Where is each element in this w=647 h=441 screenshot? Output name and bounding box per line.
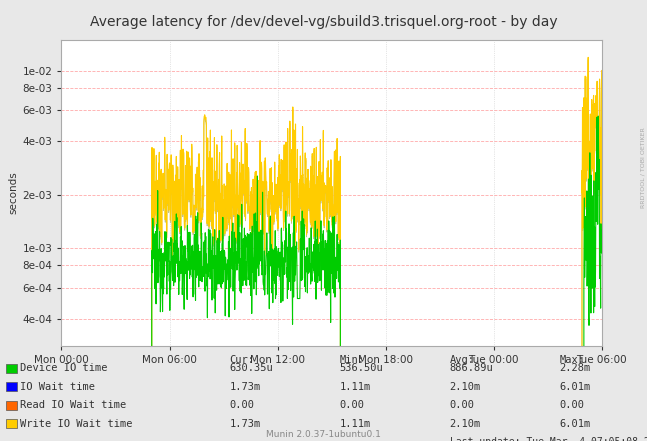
Text: 886.89u: 886.89u xyxy=(450,363,494,373)
Text: Device IO time: Device IO time xyxy=(20,363,107,373)
Text: 630.35u: 630.35u xyxy=(230,363,274,373)
Text: 6.01m: 6.01m xyxy=(560,419,591,429)
Text: Avg:: Avg: xyxy=(450,355,475,365)
Text: 6.01m: 6.01m xyxy=(560,382,591,392)
Text: IO Wait time: IO Wait time xyxy=(20,382,95,392)
Text: 1.73m: 1.73m xyxy=(230,419,261,429)
Y-axis label: seconds: seconds xyxy=(8,172,18,214)
Text: Cur:: Cur: xyxy=(230,355,255,365)
Text: 1.11m: 1.11m xyxy=(340,419,371,429)
Text: 0.00: 0.00 xyxy=(560,400,585,410)
Text: 2.10m: 2.10m xyxy=(450,419,481,429)
Text: 1.73m: 1.73m xyxy=(230,382,261,392)
Text: 0.00: 0.00 xyxy=(230,400,255,410)
Text: Last update: Tue Mar  4 07:05:08 2025: Last update: Tue Mar 4 07:05:08 2025 xyxy=(450,437,647,441)
Text: 0.00: 0.00 xyxy=(450,400,475,410)
Text: 536.50u: 536.50u xyxy=(340,363,384,373)
Text: RRDTOOL / TOBI OETIKER: RRDTOOL / TOBI OETIKER xyxy=(641,127,646,208)
Text: 0.00: 0.00 xyxy=(340,400,365,410)
Text: Min:: Min: xyxy=(340,355,365,365)
Text: 1.11m: 1.11m xyxy=(340,382,371,392)
Text: Max:: Max: xyxy=(560,355,585,365)
Text: 2.10m: 2.10m xyxy=(450,382,481,392)
Text: Average latency for /dev/devel-vg/sbuild3.trisquel.org-root - by day: Average latency for /dev/devel-vg/sbuild… xyxy=(90,15,557,30)
Text: Write IO Wait time: Write IO Wait time xyxy=(20,419,133,429)
Text: 2.28m: 2.28m xyxy=(560,363,591,373)
Text: Munin 2.0.37-1ubuntu0.1: Munin 2.0.37-1ubuntu0.1 xyxy=(266,430,381,439)
Text: Read IO Wait time: Read IO Wait time xyxy=(20,400,126,410)
